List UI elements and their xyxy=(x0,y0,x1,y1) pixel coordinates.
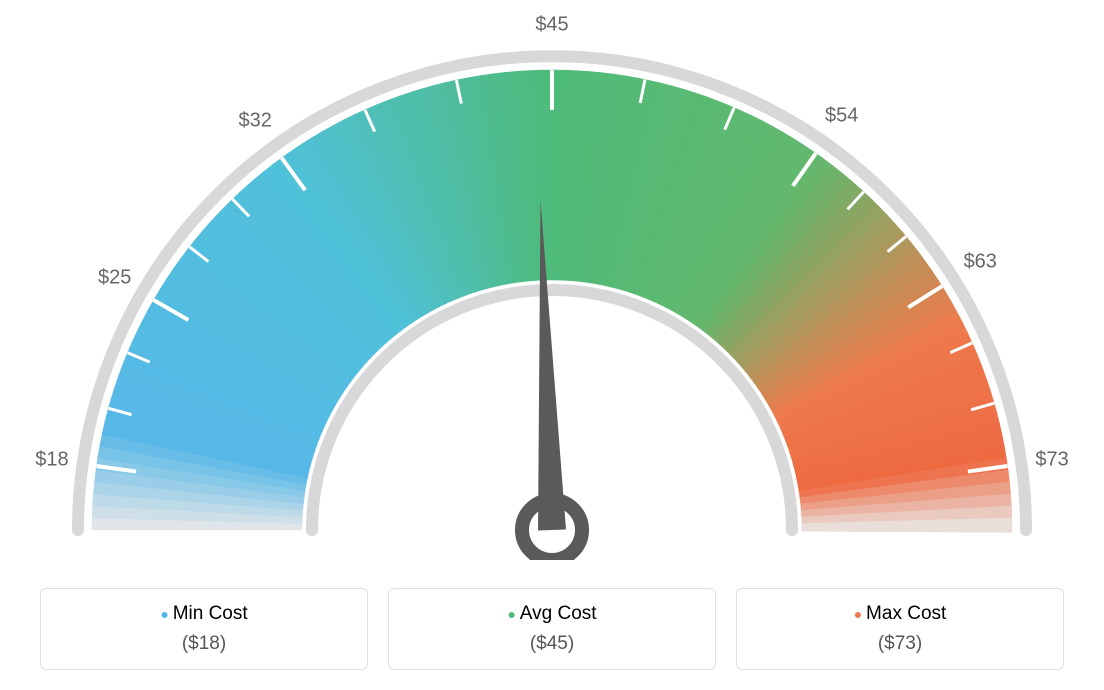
legend-value-avg: ($45) xyxy=(409,633,695,655)
gauge-svg xyxy=(0,0,1104,560)
legend-label-max: Max Cost xyxy=(866,603,946,624)
cost-gauge-chart: $18 $25 $32 $45 $54 $63 $73 Min Cost ($18) Avg… xyxy=(0,0,1104,690)
legend-area: Min Cost ($18) Avg Cost ($45) Max Cost (… xyxy=(40,588,1064,670)
legend-value-max: ($73) xyxy=(757,633,1043,655)
gauge-tick-label: $73 xyxy=(1035,448,1068,471)
gauge-tick-label: $54 xyxy=(825,105,858,128)
legend-value-min: ($18) xyxy=(61,633,347,655)
legend-title-min: Min Cost xyxy=(61,603,347,625)
gauge-area: $18 $25 $32 $45 $54 $63 $73 xyxy=(0,0,1104,560)
gauge-tick-label: $32 xyxy=(238,110,271,133)
legend-title-avg: Avg Cost xyxy=(409,603,695,625)
legend-card-max: Max Cost ($73) xyxy=(736,588,1064,670)
legend-label-min: Min Cost xyxy=(173,603,248,624)
gauge-tick-label: $18 xyxy=(35,448,68,471)
gauge-tick-label: $25 xyxy=(98,266,131,289)
legend-label-avg: Avg Cost xyxy=(520,603,597,624)
legend-title-max: Max Cost xyxy=(757,603,1043,625)
gauge-tick-label: $45 xyxy=(535,14,568,37)
legend-card-min: Min Cost ($18) xyxy=(40,588,368,670)
gauge-tick-label: $63 xyxy=(964,251,997,274)
legend-card-avg: Avg Cost ($45) xyxy=(388,588,716,670)
